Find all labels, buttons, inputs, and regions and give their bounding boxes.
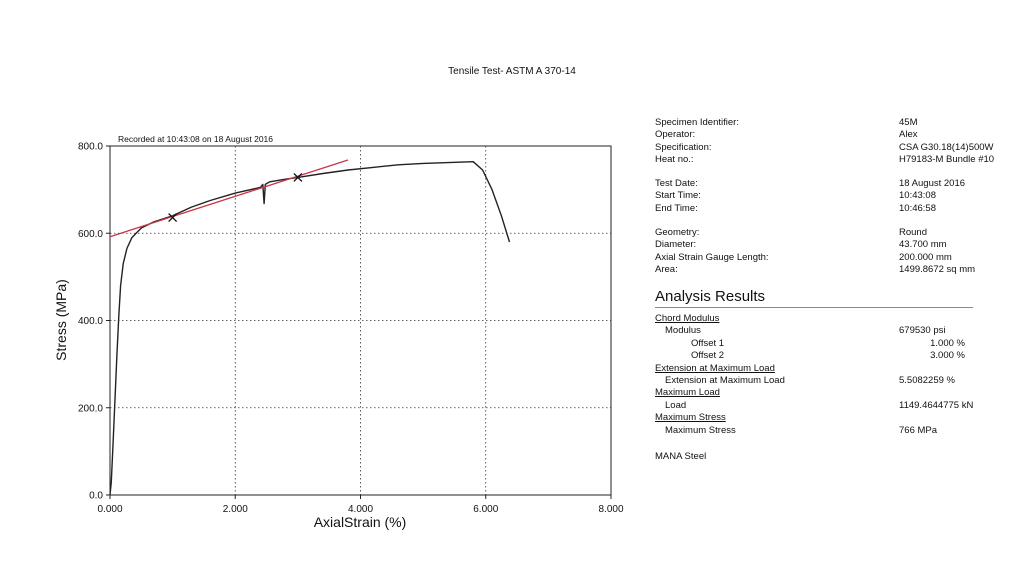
chord-modulus-heading: Chord Modulus — [655, 313, 720, 324]
info-row: End Time: 10:46:58 — [655, 203, 975, 215]
info-value: 18 August 2016 — [899, 178, 966, 189]
info-row: Specification: CSA G30.18(14)500W — [655, 141, 994, 154]
max-stress-heading: Maximum Stress — [655, 412, 726, 424]
info-row: Diameter: 43.700 mm — [655, 239, 975, 251]
info-row: Geometry: Round — [655, 227, 975, 239]
info-label: Specimen Identifier: — [655, 117, 739, 128]
info-value: H79183-M Bundle #10 — [899, 154, 995, 166]
info-label: Axial Strain Gauge Length: — [655, 251, 769, 263]
info-value: 10:46:58 — [899, 202, 936, 214]
analysis-heading: Analysis Results — [655, 288, 973, 308]
chart-grid — [110, 146, 611, 495]
info-row: Area: 1499.8672 sq mm — [655, 264, 975, 276]
info-label: End Time: — [655, 202, 698, 214]
extension-value: 5.5082259 % — [899, 374, 955, 386]
info-label: Area: — [655, 264, 678, 276]
y-tick-label: 600.0 — [78, 229, 103, 240]
result-row: Chord Modulus — [655, 313, 975, 325]
stress-strain-curve — [109, 160, 511, 496]
y-tick-label: 800.0 — [78, 142, 103, 153]
axis-ticks: 0.000 2.000 4.000 6.000 8.000 0.0 200.0 400.0 60… — [78, 142, 624, 516]
info-value: 1499.8672 sq mm — [899, 264, 976, 276]
info-value: CSA G30.18(14)500W — [899, 141, 994, 153]
result-row: Offset 1 1.000 % — [655, 338, 975, 350]
offset1-label: Offset 1 — [691, 337, 725, 349]
offset2-value: 3.000 % — [930, 350, 965, 362]
result-row: Maximum Load — [655, 387, 975, 399]
info-value: 10:43:08 — [899, 190, 936, 202]
info-value: 200.000 mm — [899, 251, 952, 263]
info-row: Specimen Identifier: 45M — [655, 117, 975, 129]
extension-heading: Extension at Maximum Load — [655, 362, 775, 374]
result-row: Maximum Stress — [655, 412, 975, 424]
x-tick-label: 8.000 — [598, 504, 623, 515]
offset-fit-line — [109, 159, 349, 238]
offset-marker — [168, 213, 178, 223]
info-label: Diameter: — [655, 239, 697, 251]
modulus-value: 679530 psi — [899, 325, 946, 337]
result-row: Offset 2 3.000 % — [655, 350, 975, 362]
max-stress-label: Maximum Stress — [665, 424, 736, 436]
max-stress-value: 766 MPa — [899, 424, 938, 436]
result-row: Modulus 679530 psi — [655, 325, 975, 337]
info-label: Specification: — [655, 141, 712, 153]
info-label: Test Date: — [655, 178, 698, 189]
result-row: Extension at Maximum Load — [655, 363, 975, 375]
date-info: Test Date: 18 August 2016 Start Time: 10:4… — [655, 178, 975, 215]
x-tick-label: 0.000 — [97, 504, 122, 515]
recorded-note: Recorded at 10:43:08 on 18 August 2016 — [118, 134, 273, 144]
info-row: Test Date: 18 August 2016 — [655, 178, 975, 190]
x-tick-label: 2.000 — [223, 504, 248, 515]
offset1-value: 1.000 % — [930, 337, 965, 349]
result-row: Extension at Maximum Load 5.5082259 % — [655, 375, 975, 387]
offset-marker — [293, 172, 303, 182]
info-label: Operator: — [655, 129, 696, 141]
load-value: 1149.4644775 kN — [899, 399, 974, 411]
info-row: Heat no.: H79183-M Bundle #10 — [655, 154, 994, 166]
chart-series — [109, 159, 511, 496]
info-value: Alex — [899, 129, 918, 141]
y-tick-label: 0.0 — [89, 491, 103, 502]
y-tick-label: 400.0 — [78, 316, 103, 327]
max-load-heading: Maximum Load — [655, 387, 720, 399]
company-name: MANA Steel — [655, 451, 707, 462]
extension-label: Extension at Maximum Load — [665, 374, 785, 386]
info-label: Start Time: — [655, 190, 701, 202]
x-tick-label: 4.000 — [348, 504, 373, 515]
y-tick-label: 200.0 — [78, 403, 103, 414]
info-label: Heat no.: — [655, 154, 694, 166]
offset2-label: Offset 2 — [691, 350, 725, 362]
x-tick-label: 6.000 — [473, 504, 498, 515]
analysis-results: Chord Modulus Modulus 679530 psi Offset 1… — [655, 313, 975, 437]
info-row: Axial Strain Gauge Length: 200.000 mm — [655, 252, 975, 264]
info-label: Geometry: — [655, 227, 700, 238]
modulus-label: Modulus — [665, 325, 701, 337]
info-value: 43.700 mm — [899, 239, 947, 251]
result-row: Load 1149.4644775 kN — [655, 400, 975, 412]
x-axis-title: AxialStrain (%) — [314, 514, 407, 530]
info-row: Start Time: 10:43:08 — [655, 190, 975, 202]
y-axis-title: Stress (MPa) — [53, 279, 69, 361]
result-row: Maximum Stress 766 MPa — [655, 425, 975, 437]
load-label: Load — [665, 399, 687, 411]
info-value: Round — [899, 227, 927, 238]
report-title: Tensile Test- ASTM A 370-14 — [448, 66, 576, 77]
geometry-info: Geometry: Round Diameter: 43.700 mm Axial … — [655, 227, 975, 277]
info-row: Operator: Alex — [655, 129, 975, 141]
specimen-info: Specimen Identifier: 45M Operator: Alex Sp… — [655, 117, 994, 167]
info-value: 45M — [899, 117, 918, 128]
